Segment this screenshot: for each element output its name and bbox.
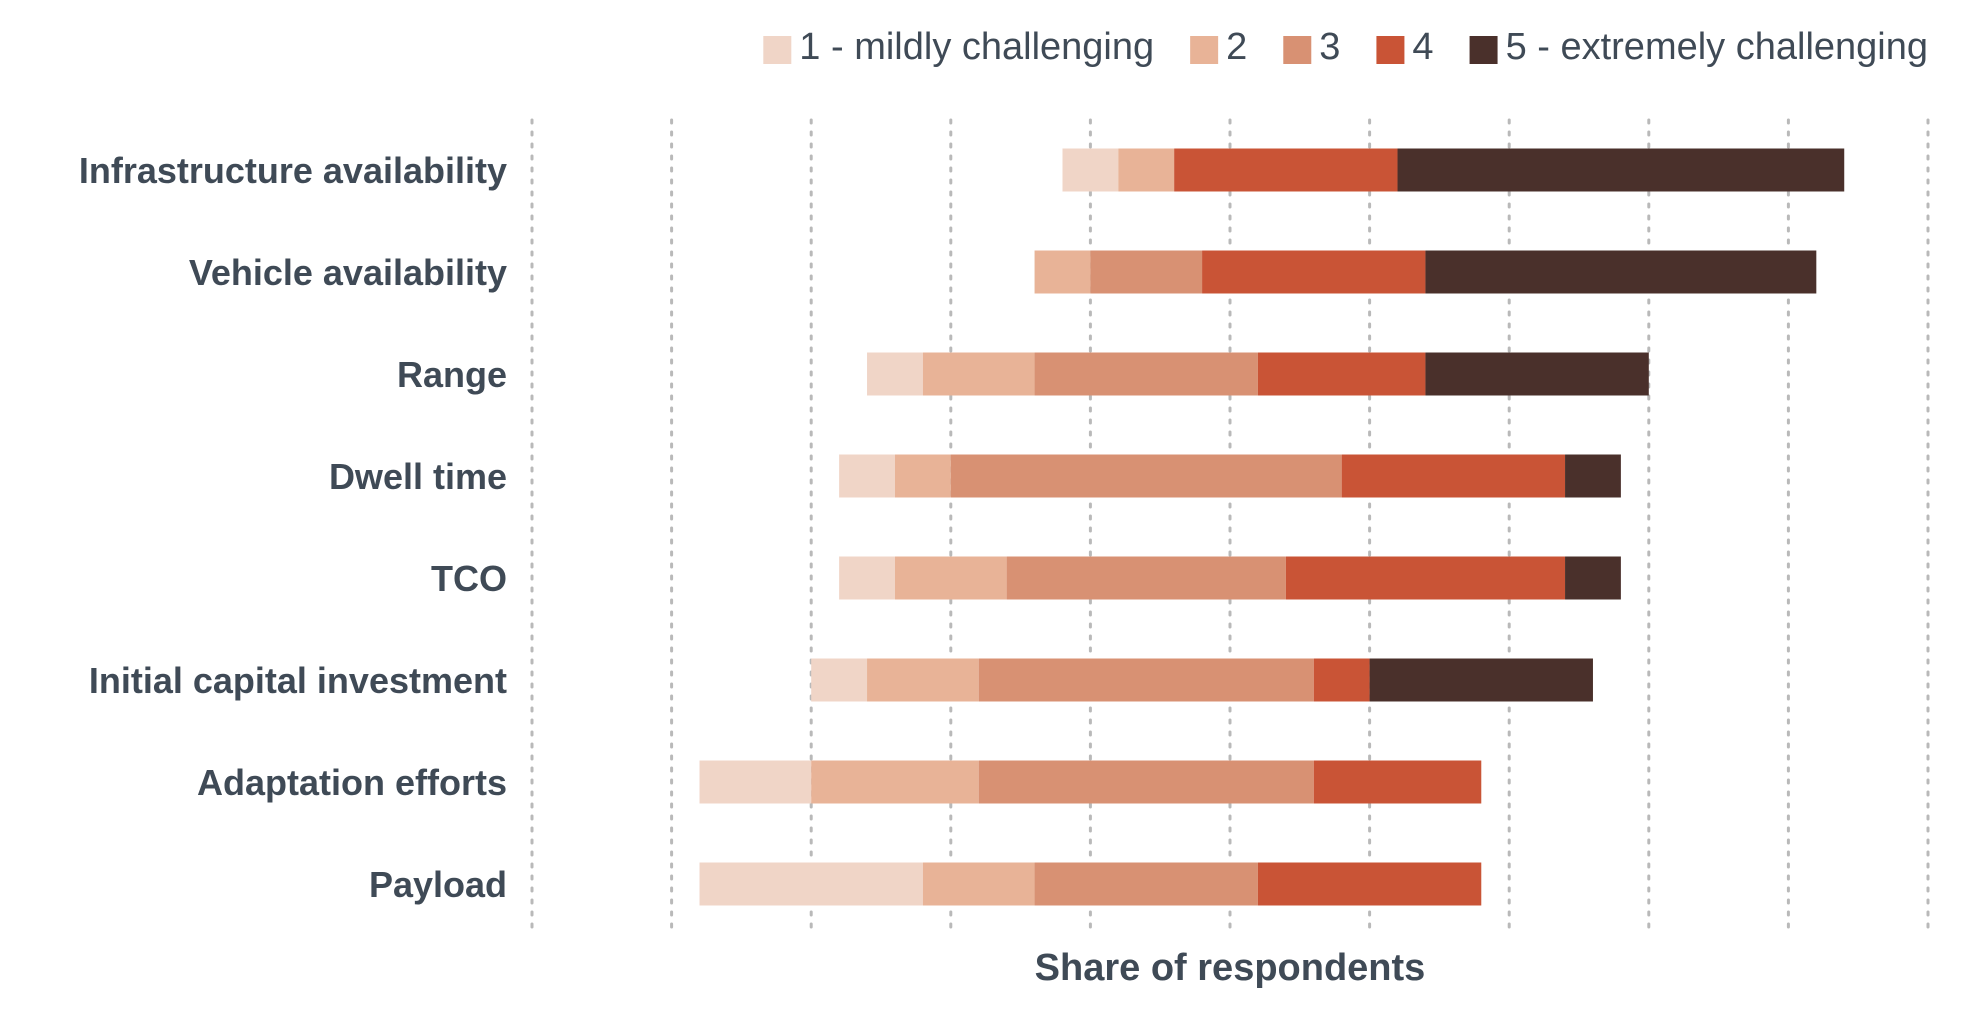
bar-segment-level-1: [839, 454, 895, 498]
bar-segment-level-5: [1425, 352, 1649, 396]
bar-segment-level-3: [1034, 862, 1258, 906]
bars: [699, 148, 1845, 906]
category-label: TCO: [431, 558, 507, 599]
bar-segment-level-3: [1006, 556, 1286, 600]
bar-segment-level-2: [1118, 148, 1175, 192]
bar-segment-level-3: [950, 454, 1342, 498]
bar-segment-level-4: [1285, 556, 1566, 600]
bar-segment-level-4: [1257, 352, 1426, 396]
bar-segment-level-2: [1034, 250, 1091, 294]
bar-segment-level-5: [1565, 454, 1621, 498]
bar-segment-level-3: [978, 760, 1314, 804]
bar-segment-level-3: [1034, 352, 1258, 396]
bar-segment-level-1: [699, 760, 812, 804]
legend-label: 3: [1319, 26, 1340, 68]
category-label: Adaptation efforts: [197, 762, 507, 803]
category-label: Dwell time: [329, 456, 507, 497]
category-label: Infrastructure availability: [79, 150, 507, 191]
category-label: Vehicle availability: [189, 252, 507, 293]
bar-segment-level-2: [922, 862, 1035, 906]
bar-segment-level-2: [811, 760, 979, 804]
legend-label: 2: [1226, 26, 1247, 68]
bar-segment-level-4: [1313, 760, 1482, 804]
legend-swatch: [1376, 36, 1405, 64]
category-label: Initial capital investment: [89, 660, 507, 701]
legend-label: 1 - mildly challenging: [799, 26, 1154, 68]
bar-segment-level-1: [699, 862, 923, 906]
category-label: Payload: [369, 864, 507, 905]
bar-segment-level-5: [1369, 658, 1593, 702]
legend-label: 5 - extremely challenging: [1506, 26, 1928, 68]
gridlines: [530, 118, 1930, 936]
bar-segment-level-4: [1202, 250, 1426, 294]
bar-segment-level-1: [867, 352, 923, 396]
bar-segment-level-5: [1565, 556, 1621, 600]
bar-segment-level-2: [922, 352, 1035, 396]
legend-label: 4: [1412, 26, 1433, 68]
bar-segment-level-3: [1090, 250, 1203, 294]
bar-segment-level-3: [978, 658, 1314, 702]
bar-segment-level-2: [894, 454, 951, 498]
bar-segment-level-2: [894, 556, 1007, 600]
bar-segment-level-4: [1341, 454, 1566, 498]
category-labels: Infrastructure availability Vehicle avail…: [79, 150, 507, 905]
legend: 1 - mildly challenging 2 3 4 5 - extremely c…: [763, 26, 1928, 68]
legend-swatch: [1283, 36, 1312, 64]
legend-swatch: [1469, 36, 1498, 64]
legend-swatch: [763, 36, 792, 64]
bar-segment-level-1: [811, 658, 868, 702]
bar-segment-level-1: [1062, 148, 1119, 192]
bar-segment-level-5: [1397, 148, 1845, 192]
bar-segment-level-1: [839, 556, 895, 600]
bar-segment-level-4: [1257, 862, 1482, 906]
legend-swatch: [1190, 36, 1219, 64]
x-axis-title: Share of respondents: [1035, 947, 1426, 989]
bar-segment-level-4: [1313, 658, 1370, 702]
bar-segment-level-2: [867, 658, 979, 702]
category-label: Range: [397, 354, 507, 395]
bar-segment-level-4: [1174, 148, 1398, 192]
bar-segment-level-5: [1425, 250, 1817, 294]
